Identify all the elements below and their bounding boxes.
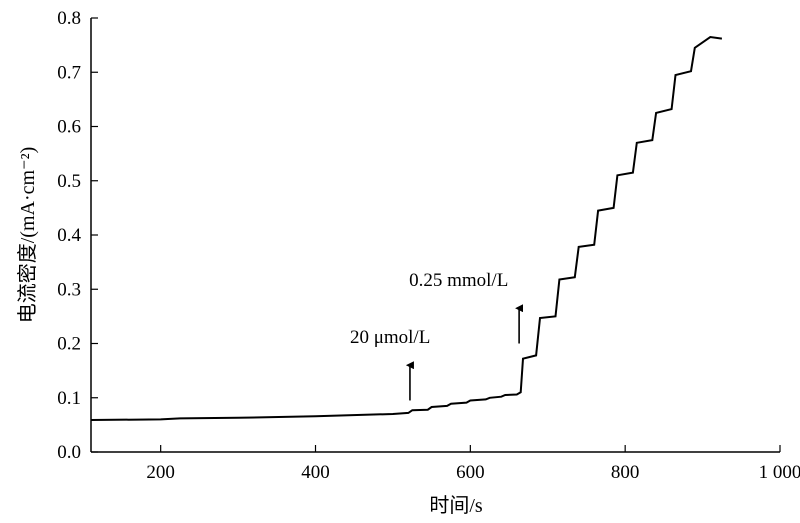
series-line (90, 35, 723, 421)
axes (90, 18, 780, 453)
x-tick-label: 400 (301, 462, 330, 483)
axis-ticks: 200 400 600 800 1 000 0.0 0.1 0.2 0.3 0.4 0.5 0.6 0.… (57, 8, 800, 483)
annotation-label: 0.25 mmol/L (409, 270, 508, 291)
x-tick-label: 600 (456, 462, 485, 483)
y-tick-label: 0.6 (57, 117, 81, 138)
y-tick-label: 0.3 (57, 279, 81, 300)
y-tick-label: 0.2 (57, 334, 81, 355)
y-tick-label: 0.7 (57, 62, 81, 83)
annotation-label: 20 μmol/L (350, 327, 430, 348)
x-axis-title: 时间/s (429, 494, 483, 517)
x-tick-label: 800 (611, 462, 640, 483)
x-tick-label: 200 (146, 462, 175, 483)
y-axis-title: 电流密度/(mA·cm⁻²) (16, 147, 39, 324)
y-tick-label: 0.5 (57, 171, 81, 192)
annotations: 20 μmol/L 0.25 mmol/L (350, 270, 524, 401)
y-tick-label: 0.8 (57, 8, 81, 29)
y-tick-label: 0.4 (57, 225, 81, 246)
y-tick-label: 0.0 (57, 442, 81, 463)
series-layer (90, 35, 723, 421)
x-tick-label: 1 000 (759, 462, 800, 483)
y-tick-label: 0.1 (57, 388, 81, 409)
